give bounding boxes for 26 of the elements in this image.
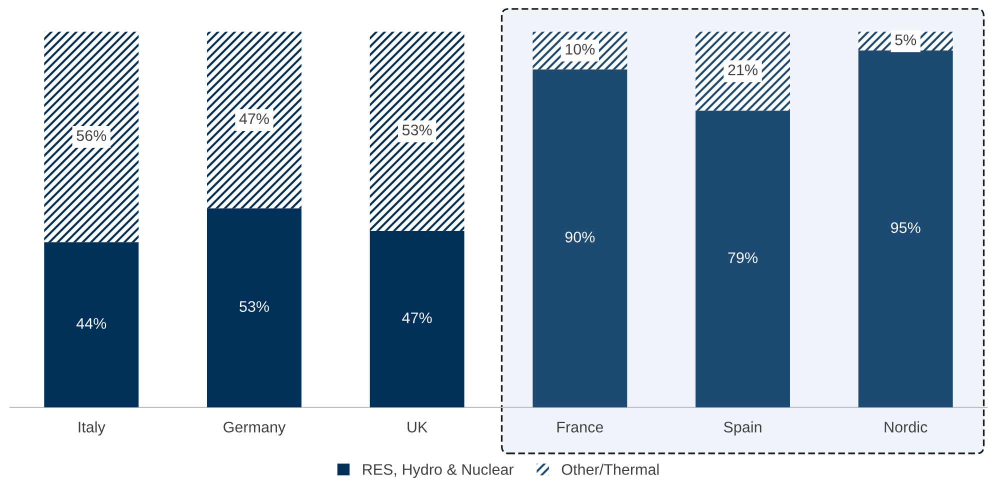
x-tick-label: Spain (724, 421, 762, 436)
data-label: 53% (240, 301, 269, 312)
x-tick-label: France (557, 422, 604, 433)
data-label: 53% (402, 124, 432, 136)
bar (207, 208, 302, 408)
data-label: 47% (239, 113, 269, 124)
x-tick-label: Nordic (884, 421, 928, 433)
data-label: 90% (565, 232, 595, 242)
data-label: 44% (76, 318, 106, 329)
legend-label: Other/Thermal (562, 464, 659, 475)
legend-label: RES, Hydro & Nuclear (363, 464, 514, 478)
bar (44, 32, 139, 242)
data-label: 47% (402, 312, 432, 324)
x-tick-label: UK (408, 422, 428, 433)
x-tick-label: Germany (224, 422, 286, 436)
bar (370, 32, 464, 231)
x-tick-label: Italy (78, 421, 106, 436)
data-label: 10% (566, 44, 595, 55)
bar (370, 230, 464, 408)
bar (44, 242, 139, 408)
data-label: 79% (728, 252, 758, 264)
data-label: 5% (895, 34, 916, 46)
data-label: 21% (728, 64, 758, 76)
bar (207, 32, 302, 208)
data-label: 56% (76, 130, 106, 142)
data-label: 95% (891, 222, 920, 234)
